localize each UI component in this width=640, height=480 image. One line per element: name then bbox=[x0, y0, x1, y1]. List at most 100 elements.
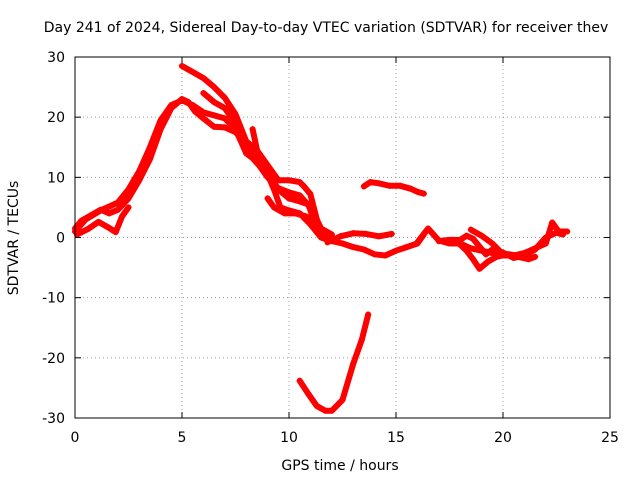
data-point bbox=[414, 239, 421, 246]
data-point bbox=[114, 199, 121, 206]
data-point bbox=[514, 253, 521, 260]
data-point bbox=[425, 225, 432, 232]
data-point bbox=[211, 99, 218, 106]
data-point bbox=[168, 102, 175, 109]
series-arc-8 bbox=[360, 179, 427, 197]
data-point bbox=[104, 223, 111, 230]
data-point bbox=[296, 377, 303, 384]
data-point bbox=[125, 195, 132, 202]
data-point bbox=[350, 230, 357, 237]
data-point bbox=[286, 189, 292, 196]
x-tick-label: 0 bbox=[71, 430, 80, 446]
data-point bbox=[365, 311, 372, 318]
y-axis-label: SDTVAR / TECUs bbox=[6, 181, 22, 296]
data-point bbox=[397, 182, 404, 189]
data-point bbox=[532, 246, 539, 253]
data-point bbox=[339, 240, 346, 247]
data-point bbox=[311, 219, 318, 226]
data-point bbox=[232, 120, 239, 127]
y-tick-label: -10 bbox=[42, 291, 65, 307]
data-point bbox=[435, 238, 442, 245]
data-point bbox=[382, 252, 389, 259]
data-point bbox=[363, 230, 370, 237]
data-point bbox=[358, 336, 365, 343]
data-point bbox=[367, 179, 374, 186]
data-point bbox=[324, 232, 331, 239]
series-line bbox=[296, 311, 372, 414]
data-point bbox=[350, 244, 357, 251]
chart-title: Day 241 of 2024, Sidereal Day-to-day VTE… bbox=[44, 20, 608, 36]
data-point bbox=[553, 229, 560, 236]
data-point bbox=[322, 407, 329, 414]
data-point bbox=[125, 186, 132, 193]
data-point bbox=[337, 233, 344, 240]
data-point bbox=[375, 180, 382, 187]
data-point bbox=[286, 195, 292, 202]
data-point bbox=[307, 191, 314, 198]
data-point bbox=[114, 206, 121, 213]
data-point bbox=[157, 117, 164, 124]
data-point bbox=[542, 234, 549, 241]
data-point bbox=[211, 112, 218, 119]
y-tick-label: -30 bbox=[42, 411, 65, 427]
data-point bbox=[564, 228, 571, 235]
data-point bbox=[232, 111, 239, 118]
series-arc-14 bbox=[74, 204, 132, 238]
data-point bbox=[360, 246, 367, 253]
data-point bbox=[371, 251, 378, 258]
data-point bbox=[375, 233, 382, 240]
data-point bbox=[221, 124, 228, 131]
data-point bbox=[318, 227, 325, 234]
data-point bbox=[119, 213, 126, 220]
data-point bbox=[221, 115, 228, 122]
series-arc-7 bbox=[324, 230, 395, 246]
data-point bbox=[328, 407, 335, 414]
data-point bbox=[296, 179, 303, 186]
y-tick-label: 0 bbox=[56, 231, 65, 247]
data-point bbox=[386, 182, 393, 189]
x-tick-label: 20 bbox=[494, 430, 512, 446]
data-point bbox=[84, 226, 91, 233]
data-point bbox=[106, 210, 113, 217]
data-point bbox=[221, 94, 228, 101]
data-point bbox=[271, 186, 278, 193]
data-point bbox=[305, 390, 312, 397]
data-point bbox=[525, 256, 532, 263]
x-tick-label: 5 bbox=[178, 430, 187, 446]
data-point bbox=[221, 105, 228, 112]
data-point bbox=[476, 265, 483, 272]
data-point bbox=[200, 115, 207, 122]
data-point bbox=[211, 123, 218, 130]
data-point bbox=[470, 235, 477, 242]
data-point bbox=[281, 210, 288, 217]
data-point bbox=[318, 234, 325, 241]
data-point bbox=[305, 201, 312, 208]
data-point bbox=[286, 177, 292, 184]
data-point bbox=[200, 109, 207, 116]
data-point bbox=[179, 63, 185, 70]
data-point bbox=[504, 251, 511, 258]
y-tick-label: 20 bbox=[47, 110, 65, 126]
x-tick-label: 15 bbox=[387, 430, 405, 446]
data-point bbox=[467, 245, 474, 252]
series-line bbox=[264, 195, 331, 239]
data-point bbox=[125, 204, 132, 211]
data-point bbox=[482, 251, 489, 258]
x-tick-label: 10 bbox=[280, 430, 298, 446]
series-arc-13 bbox=[457, 241, 539, 272]
data-point bbox=[470, 256, 477, 263]
axis-ticks: 0 5 10 15 20 25 -30 -20 -10 0 10 20 30 bbox=[42, 50, 619, 446]
x-axis-label: GPS time / hours bbox=[281, 458, 398, 474]
data-point bbox=[264, 195, 271, 202]
data-point bbox=[82, 216, 89, 223]
data-point bbox=[211, 84, 218, 91]
data-point bbox=[300, 183, 307, 190]
data-point bbox=[350, 360, 357, 367]
data-point bbox=[275, 177, 282, 184]
data-point bbox=[414, 188, 421, 195]
data-point bbox=[360, 183, 367, 190]
grid bbox=[75, 57, 610, 418]
data-point bbox=[95, 218, 102, 225]
data-point bbox=[97, 207, 104, 214]
data-point bbox=[532, 253, 539, 260]
